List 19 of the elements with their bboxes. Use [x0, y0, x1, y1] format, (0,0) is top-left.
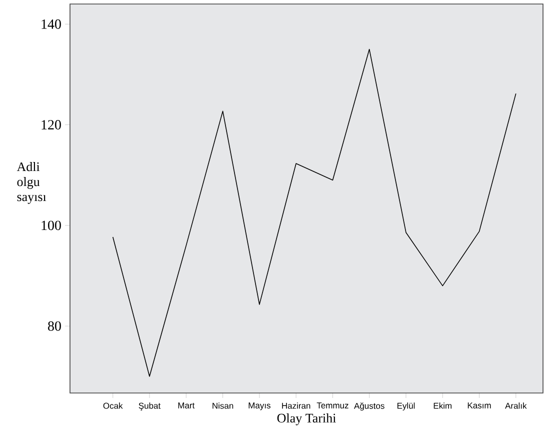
x-tick-label: Ağustos — [354, 402, 384, 411]
x-tick-label: Nisan — [212, 402, 234, 409]
y-axis-title: Adli olgu sayısı — [16, 162, 46, 204]
x-tick-label: Mayıs — [248, 402, 270, 410]
x-tick-label: Eylül — [397, 402, 415, 410]
y-tick-label: 120 — [42, 120, 61, 130]
line-series — [112, 48, 516, 377]
x-tick-label: Ekim — [434, 402, 452, 409]
x-tick-label: Aralık — [505, 402, 527, 409]
y-tick-label: 80 — [48, 321, 61, 331]
x-tick-label: Kasım — [468, 402, 491, 408]
y-tick-label: 100 — [42, 220, 61, 230]
x-axis-title: Olay Tarihi — [277, 413, 336, 426]
y-tick-label: 140 — [42, 19, 61, 29]
x-tick-label: Ocak — [103, 402, 123, 409]
x-tick-label: Şubat — [138, 402, 161, 410]
x-tick-label: Temmuz — [316, 402, 348, 408]
x-tick-label: Mart — [178, 402, 195, 408]
x-tick-label: Haziran — [282, 402, 310, 409]
